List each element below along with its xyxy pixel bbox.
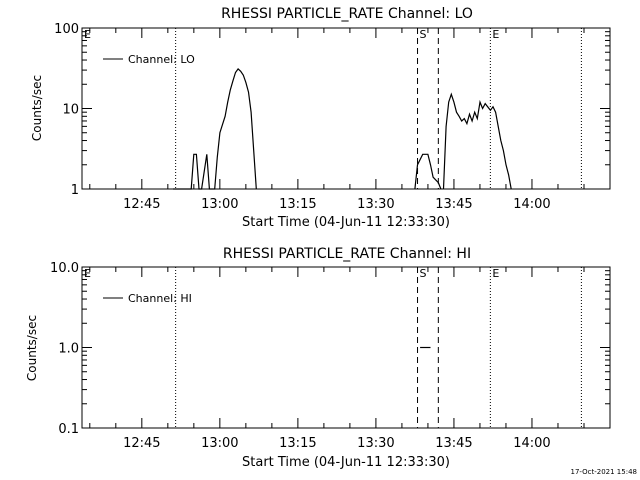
y-tick-label: 10 [62,103,79,118]
x-tick-label: 13:00 [201,436,238,451]
x-tick-label: 13:45 [435,436,472,451]
panel-hi: RHESSI PARTICLE_RATE Channel: HI E S E 0.1… [25,246,611,470]
x-tick-label: 14:00 [513,436,550,451]
marker-label: E [84,28,91,41]
marker-label: S [420,267,427,280]
x-tick-label: 12:45 [123,197,160,212]
x-tick-label: 13:30 [357,436,394,451]
marker-label: E [492,267,499,280]
y-tick-label: 100 [54,22,79,37]
y-axis-ticks: 1 10 100 [54,22,610,198]
x-tick-label: 13:15 [279,436,316,451]
x-tick-label: 13:30 [357,197,394,212]
y-axis-label: Counts/sec [25,315,39,381]
series-line [173,68,257,190]
x-tick-label: 13:45 [435,197,472,212]
x-tick-label: 13:00 [201,197,238,212]
y-axis-label: Counts/sec [30,75,44,141]
legend-entry: Channel: LO [128,53,195,66]
chart-title: RHESSI PARTICLE_RATE Channel: HI [223,246,471,262]
x-tick-label: 12:45 [123,436,160,451]
marker-label: E [84,267,91,280]
x-tick-label: 14:00 [513,197,550,212]
legend-entry: Channel: HI [128,292,192,305]
series-lines [173,68,512,190]
footer-timestamp: 17-Oct-2021 15:48 [571,468,637,476]
panel-lo: RHESSI PARTICLE_RATE Channel: LO E S E 1 10… [30,6,611,230]
y-axis-ticks: 0.1 1.0 10.0 [50,261,610,437]
y-tick-label: 0.1 [58,422,79,437]
marker-label: E [492,28,499,41]
x-axis-label: Start Time (04-Jun-11 12:33:30) [242,455,450,470]
y-tick-label: 1.0 [58,342,79,357]
x-tick-label: 13:15 [279,197,316,212]
x-axis-ticks: 12:45 13:00 13:15 13:30 13:45 14:00 [89,28,585,212]
y-tick-label: 1 [71,183,79,198]
series-line [414,153,442,190]
chart-title: RHESSI PARTICLE_RATE Channel: LO [221,6,473,22]
x-axis-ticks: 12:45 13:00 13:15 13:30 13:45 14:00 [89,267,585,451]
legend: Channel: HI [103,292,192,305]
marker-label: S [420,28,427,41]
series-line [442,92,512,190]
y-tick-label: 10.0 [50,261,79,276]
legend: Channel: LO [103,53,195,66]
x-axis-label: Start Time (04-Jun-11 12:33:30) [242,215,450,230]
